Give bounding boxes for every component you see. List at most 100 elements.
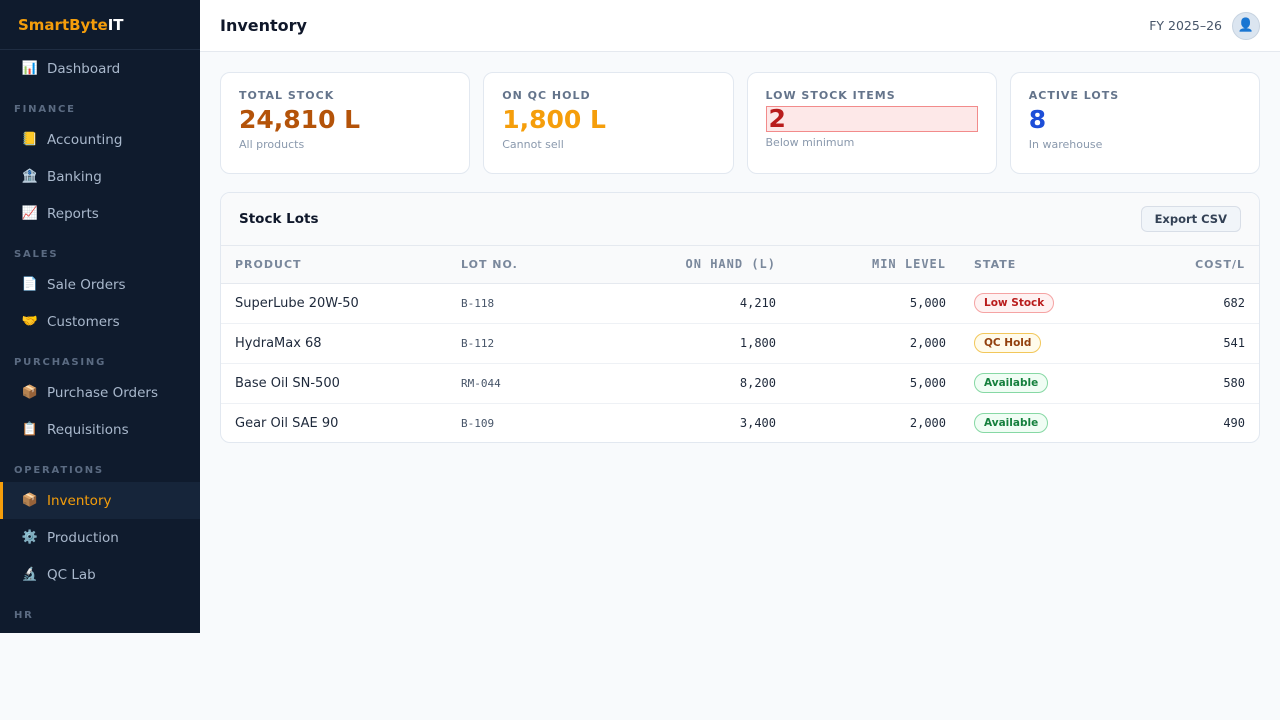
cell-on-hand: 3,400 <box>739 416 776 431</box>
package-icon: 📦 <box>21 385 39 400</box>
sidebar-item-label: Accounting <box>47 131 123 148</box>
chart-icon: 📊 <box>21 61 39 76</box>
stat-card-low-stock: LOW STOCK ITEMS 2 Below minimum <box>746 72 997 174</box>
column-header-on-hand[interactable]: ON HAND (L) <box>601 246 776 284</box>
stat-label: ON QC HOLD <box>502 89 591 102</box>
cell-state: QC Hold <box>946 323 1126 364</box>
stat-value: 1,800 L <box>502 105 606 134</box>
sidebar-item-label: Sale Orders <box>47 276 126 293</box>
brand-name: SmartByte <box>18 15 108 34</box>
panel-header: Stock Lots Export CSV <box>221 193 1259 246</box>
sidebar-item-customers[interactable]: 🤝 Customers <box>0 303 200 340</box>
sidebar-item-reports[interactable]: 📈 Reports <box>0 195 200 232</box>
cell-state: Available <box>946 363 1126 404</box>
sidebar-item-production[interactable]: ⚙️ Production <box>0 519 200 556</box>
status-badge: Low Stock <box>974 293 1055 313</box>
section-label-hr: HR <box>14 610 34 621</box>
cell-lot: B-112 <box>461 323 601 364</box>
cell-min-level: 5,000 <box>776 283 946 324</box>
cell-min-level: 2,000 <box>776 323 946 364</box>
sidebar-item-inventory[interactable]: 📦 Inventory <box>0 482 200 519</box>
section-label-purchasing: PURCHASING <box>14 357 107 368</box>
sidebar-item-requisitions[interactable]: 📋 Requisitions <box>0 411 200 448</box>
table-row[interactable]: Base Oil SN-500 RM-044 8,200 5,000 Avail… <box>221 363 1259 404</box>
sidebar-item-label: Banking <box>47 168 102 185</box>
section-label-finance: FINANCE <box>14 104 76 115</box>
package-icon: 📦 <box>21 493 39 508</box>
stat-subtext: Below minimum <box>765 136 855 149</box>
sidebar-item-label: Dashboard <box>47 60 121 77</box>
sidebar: SmartByte IT 📊 Dashboard FINANCE 📒 Accoun… <box>0 0 200 633</box>
microscope-icon: 🔬 <box>21 567 39 582</box>
sidebar-item-banking[interactable]: 🏦 Banking <box>0 158 200 195</box>
table-row[interactable]: HydraMax 68 B-112 1,800 2,000 QC Hold 54… <box>221 323 1259 364</box>
cell-product: Gear Oil SAE 90 <box>235 415 339 431</box>
sidebar-item-label: Customers <box>47 313 120 330</box>
document-icon: 📄 <box>21 277 39 292</box>
cell-lot: RM-044 <box>461 363 601 404</box>
brand-logo[interactable]: SmartByte IT <box>0 0 200 50</box>
export-csv-button[interactable]: Export CSV <box>1140 206 1241 232</box>
stat-label: ACTIVE LOTS <box>1028 89 1120 102</box>
cell-lot: B-109 <box>461 416 495 430</box>
cell-product: Base Oil SN-500 <box>221 363 461 404</box>
status-badge: Available <box>974 373 1049 393</box>
gear-icon: ⚙️ <box>21 530 39 545</box>
bank-icon: 🏦 <box>21 169 39 184</box>
fiscal-year-label[interactable]: FY 2025–26 <box>1149 18 1222 33</box>
ledger-icon: 📒 <box>21 132 39 147</box>
stat-card-active-lots: ACTIVE LOTS 8 In warehouse <box>1009 72 1260 174</box>
cell-cost: 490 <box>1223 416 1245 431</box>
column-header-state[interactable]: STATE <box>946 246 1126 284</box>
sidebar-item-label: Reports <box>47 205 99 222</box>
avatar[interactable]: 👤 <box>1232 11 1260 40</box>
column-header-product[interactable]: PRODUCT <box>221 246 461 284</box>
stat-value: 2 <box>765 106 978 132</box>
status-badge: Available <box>974 413 1049 434</box>
cell-on-hand: 1,800 <box>601 323 776 364</box>
sidebar-item-dashboard[interactable]: 📊 Dashboard <box>0 50 200 87</box>
stock-lots-panel: Stock Lots Export CSV PRODUCT LOT NO. ON… <box>220 192 1260 443</box>
sidebar-item-qc-lab[interactable]: 🔬 QC Lab <box>0 556 200 593</box>
handshake-icon: 🤝 <box>21 314 39 329</box>
column-header-cost[interactable]: COST/L <box>1126 246 1259 284</box>
sidebar-item-purchase-orders[interactable]: 📦 Purchase Orders <box>0 374 200 411</box>
stat-label: LOW STOCK ITEMS <box>765 89 896 102</box>
section-label-operations: OPERATIONS <box>14 465 104 476</box>
stat-value: 8 <box>1028 105 1047 134</box>
stat-subtext: All products <box>239 138 305 151</box>
table-row[interactable]: Gear Oil SAE 90 B-109 3,400 2,000 Availa… <box>221 403 1259 442</box>
stat-label: TOTAL STOCK <box>239 89 335 102</box>
table-row[interactable]: SuperLube 20W-50 B-118 4,210 5,000 Low S… <box>221 283 1259 324</box>
cell-cost: 580 <box>1126 363 1259 404</box>
sidebar-item-label: Production <box>47 529 119 546</box>
brand-suffix: IT <box>107 15 124 34</box>
stat-card-qc-hold: ON QC HOLD 1,800 L Cannot sell <box>483 72 734 174</box>
stat-value: 24,810 L <box>239 105 361 134</box>
sidebar-item-sale-orders[interactable]: 📄 Sale Orders <box>0 266 200 303</box>
trend-icon: 📈 <box>21 206 39 221</box>
stat-subtext: In warehouse <box>1028 138 1103 151</box>
cell-on-hand: 4,210 <box>601 283 776 324</box>
table-header-row: PRODUCT LOT NO. ON HAND (L) MIN LEVEL ST… <box>221 246 1259 284</box>
sidebar-item-label: QC Lab <box>47 566 96 583</box>
stock-lots-table: PRODUCT LOT NO. ON HAND (L) MIN LEVEL ST… <box>221 246 1259 442</box>
column-header-lot[interactable]: LOT NO. <box>461 246 601 284</box>
sidebar-item-label: Requisitions <box>47 421 129 438</box>
cell-product: SuperLube 20W-50 <box>221 283 461 324</box>
status-badge: QC Hold <box>974 333 1042 353</box>
cell-state: Low Stock <box>946 283 1126 324</box>
cell-min-level: 2,000 <box>909 416 946 431</box>
page-title: Inventory <box>220 16 307 35</box>
stat-cards: TOTAL STOCK 24,810 L All products ON QC … <box>220 72 1260 174</box>
stat-card-total-stock: TOTAL STOCK 24,810 L All products <box>220 72 471 174</box>
panel-title: Stock Lots <box>239 211 319 227</box>
stat-subtext: Cannot sell <box>502 138 564 151</box>
cell-product: HydraMax 68 <box>221 323 461 364</box>
cell-lot: B-118 <box>461 283 601 324</box>
column-header-min-level[interactable]: MIN LEVEL <box>776 246 946 284</box>
cell-state: Available <box>946 403 1126 442</box>
section-label-sales: SALES <box>14 249 59 260</box>
header-right: FY 2025–26 👤 <box>1149 11 1260 40</box>
sidebar-item-accounting[interactable]: 📒 Accounting <box>0 121 200 158</box>
